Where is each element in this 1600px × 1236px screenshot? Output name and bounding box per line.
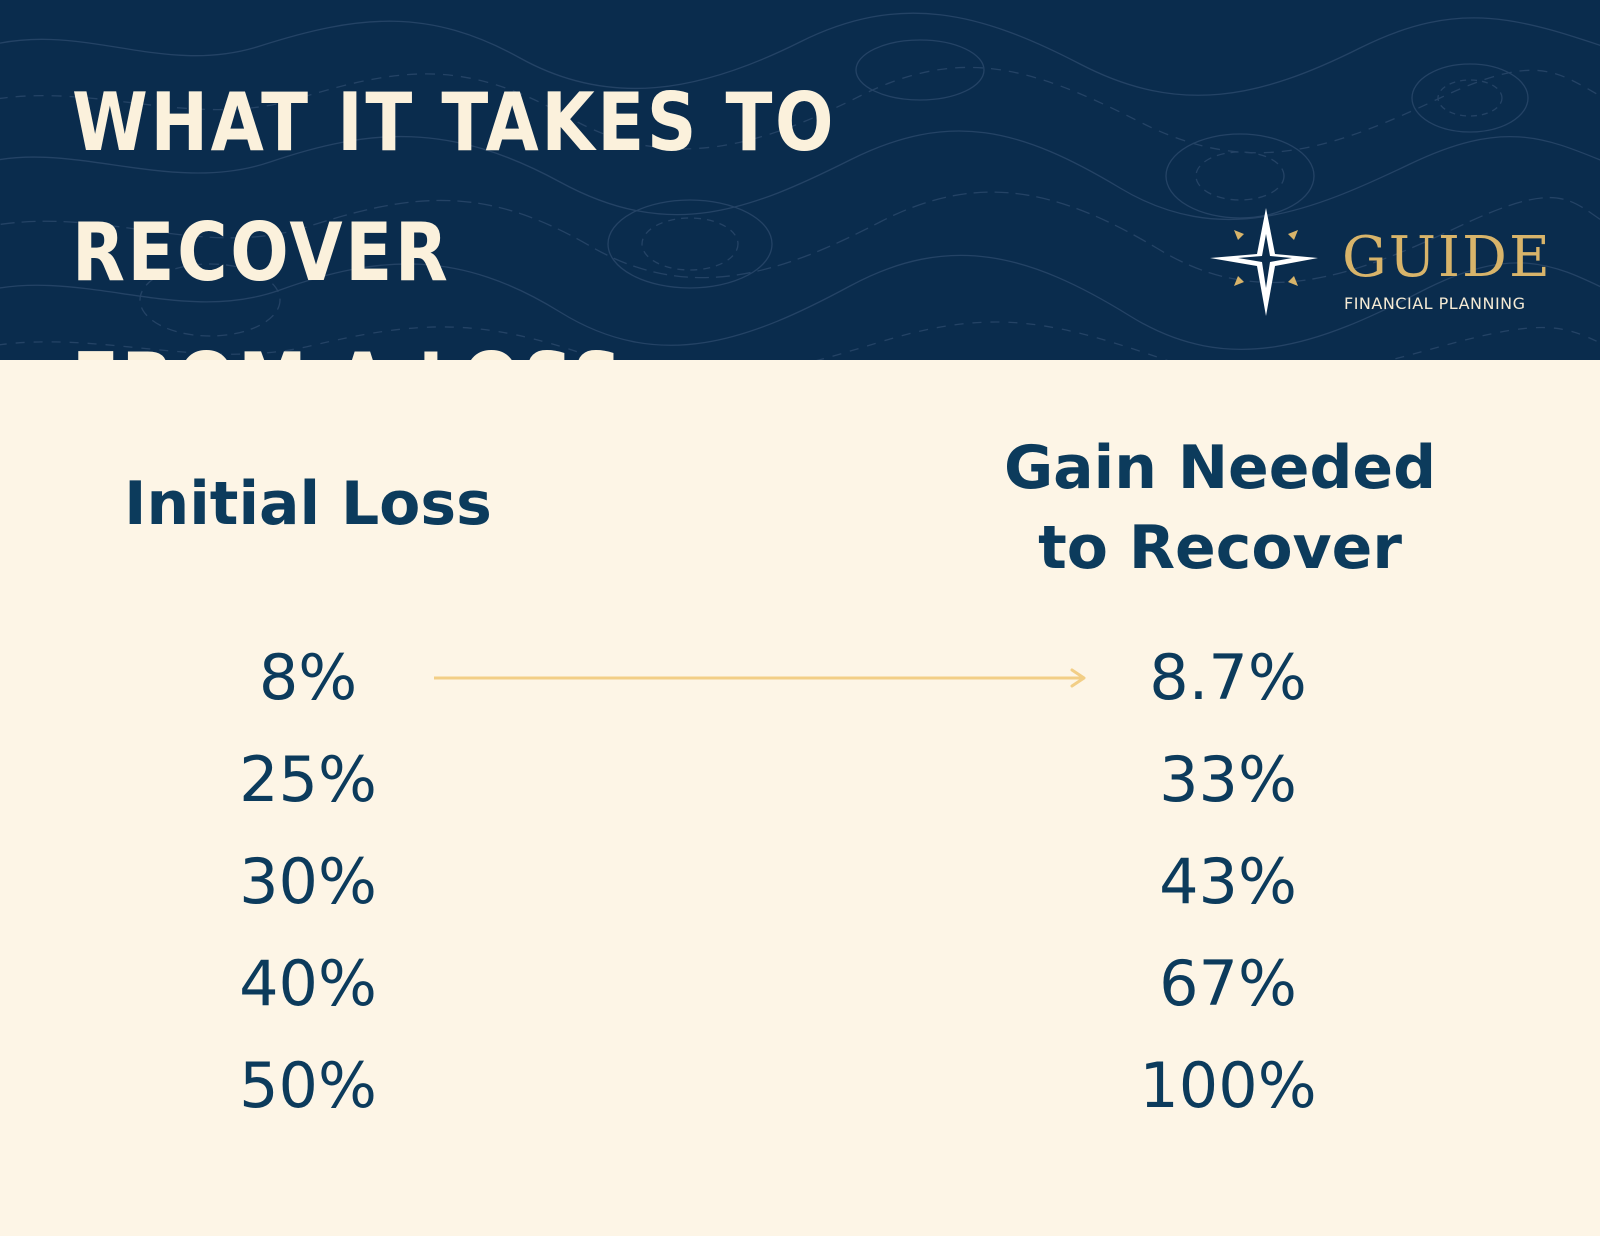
initial-loss-header-text: Initial Loss bbox=[124, 469, 492, 539]
logo-subtitle: FINANCIAL PLANNING bbox=[1344, 294, 1526, 313]
header-banner: What it takes to recover from a loss GUI… bbox=[0, 0, 1600, 360]
gain-needed-header: Gain Needed to Recover bbox=[960, 428, 1480, 588]
logo: GUIDE FINANCIAL PLANNING bbox=[1208, 206, 1568, 330]
gain-needed-cell: 100% bbox=[1139, 1049, 1317, 1122]
initial-loss-header: Initial Loss bbox=[78, 464, 538, 544]
gain-needed-header-line-2: to Recover bbox=[1038, 513, 1402, 583]
gain-needed-cell: 33% bbox=[1159, 743, 1297, 816]
initial-loss-cell: 25% bbox=[239, 743, 377, 816]
initial-loss-cell: 30% bbox=[239, 845, 377, 918]
page-title: What it takes to recover from a loss bbox=[72, 76, 837, 360]
gain-needed-cell: 8.7% bbox=[1149, 641, 1307, 714]
logo-wordmark: GUIDE bbox=[1342, 225, 1552, 290]
compass-star-icon bbox=[1210, 208, 1318, 316]
arrow-connector bbox=[434, 668, 1086, 688]
gain-needed-cell: 43% bbox=[1159, 845, 1297, 918]
recovery-table: Initial Loss Gain Needed to Recover 8% 8.… bbox=[0, 360, 1600, 1236]
initial-loss-cell: 8% bbox=[258, 641, 358, 714]
topographic-pattern bbox=[0, 12, 1600, 360]
initial-loss-cell: 40% bbox=[239, 947, 377, 1020]
gain-needed-header-line-1: Gain Needed bbox=[1003, 433, 1437, 503]
initial-loss-cell: 50% bbox=[239, 1049, 377, 1122]
gain-needed-cell: 67% bbox=[1159, 947, 1297, 1020]
